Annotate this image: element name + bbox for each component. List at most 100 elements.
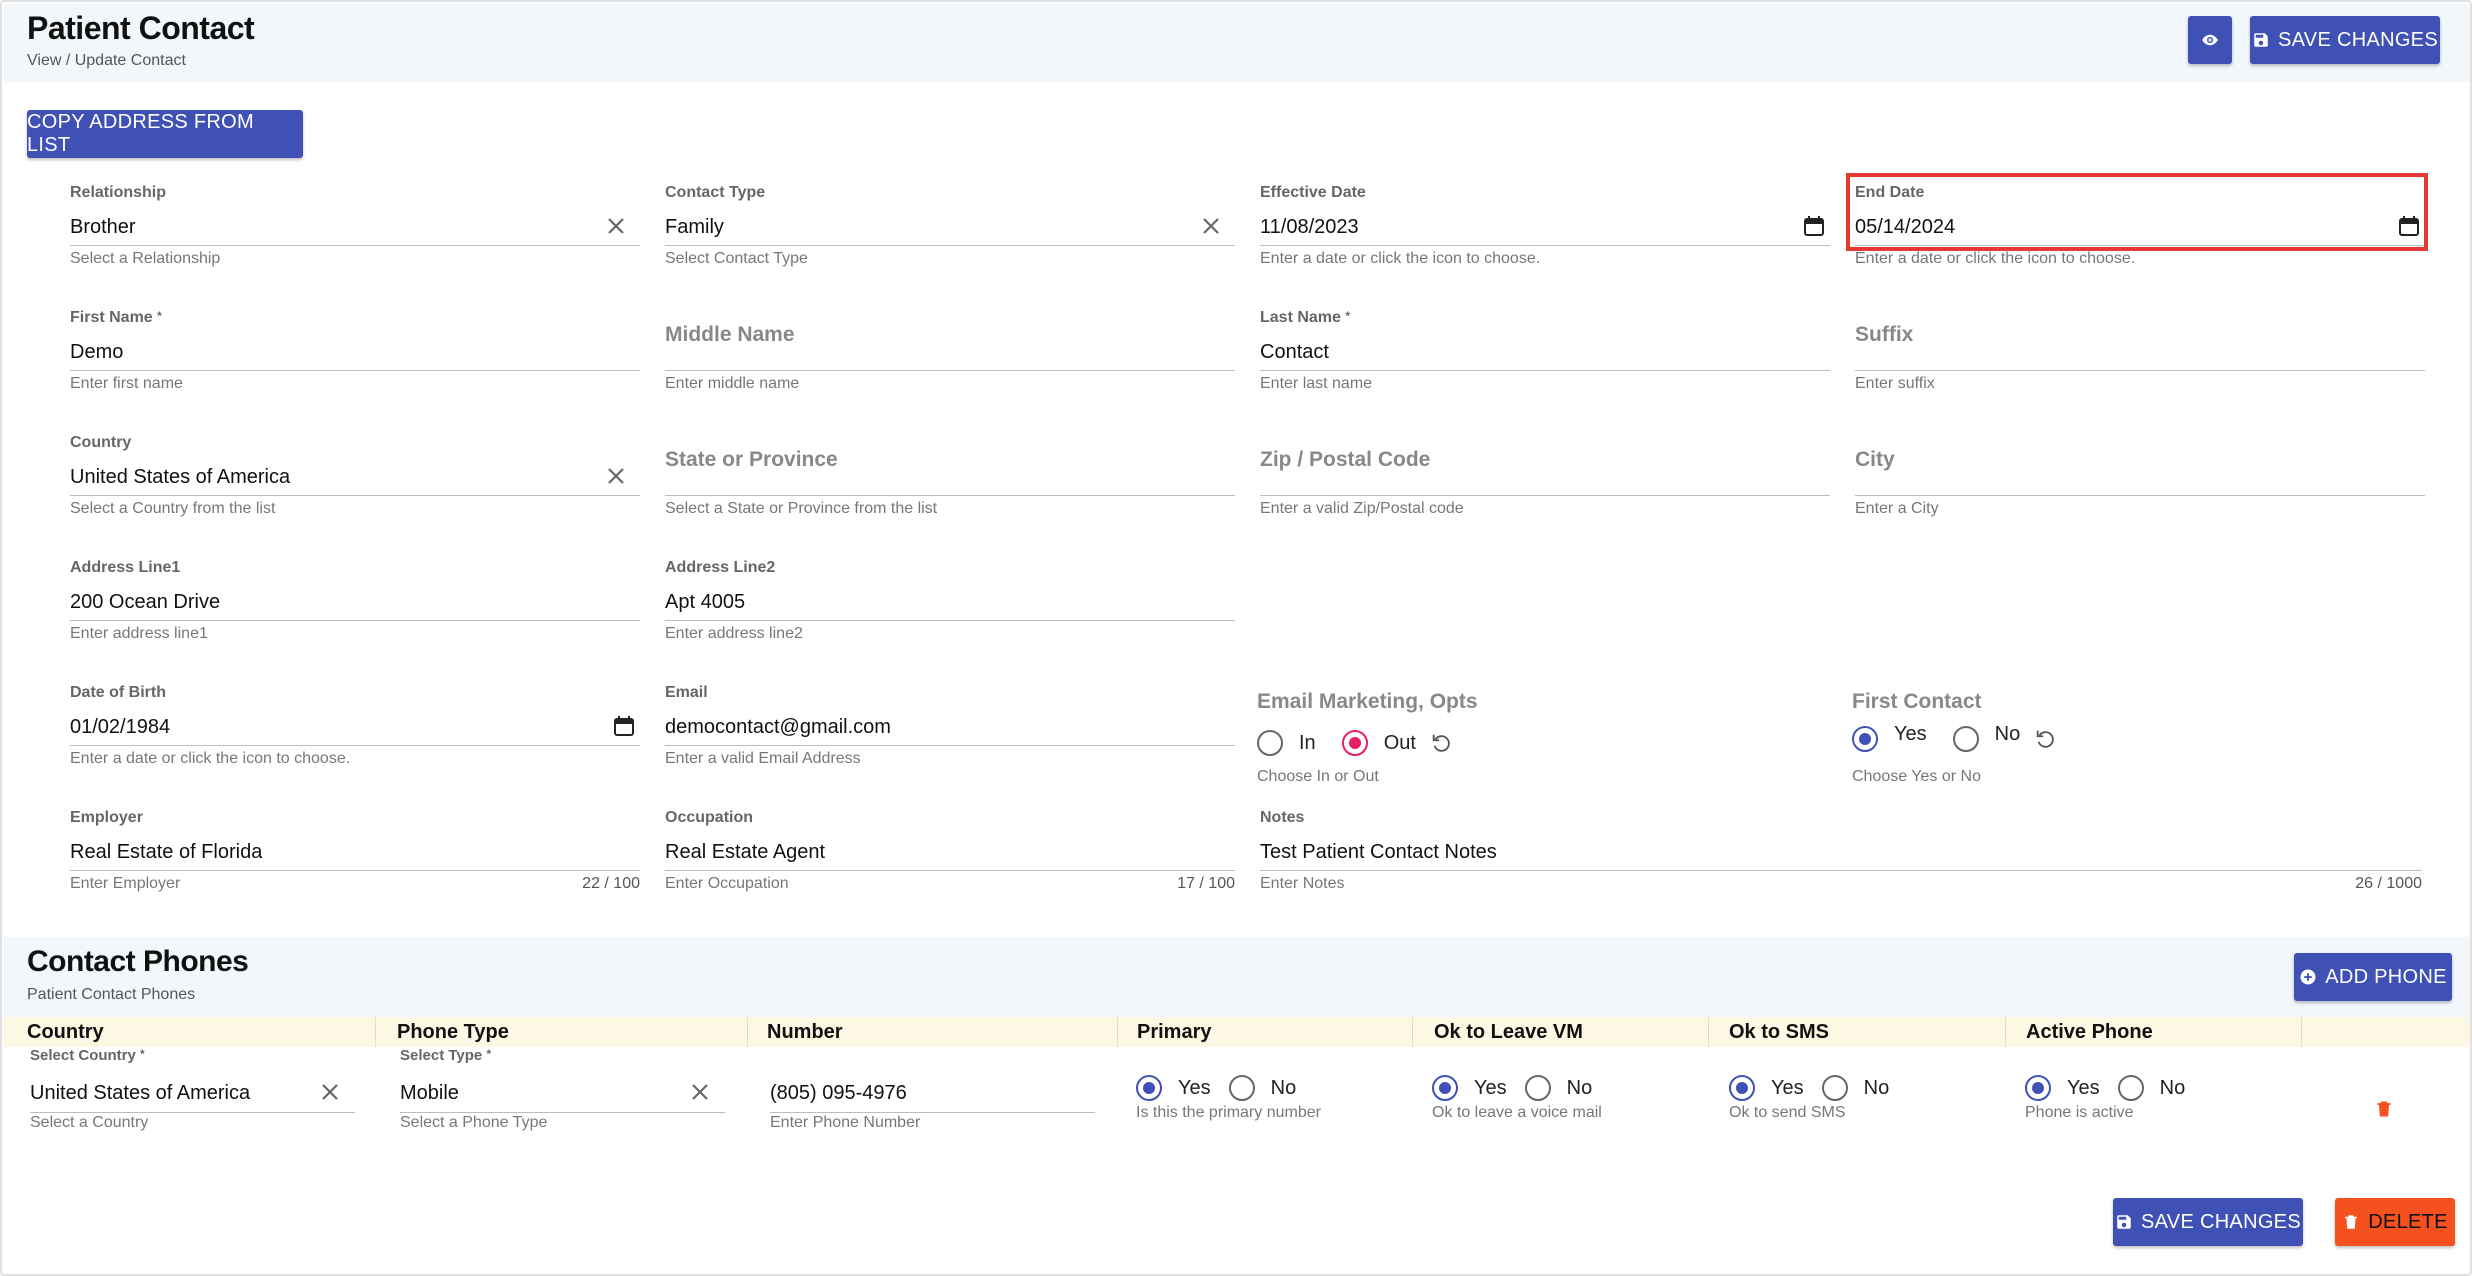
vm-no-radio[interactable]	[1524, 1075, 1551, 1101]
active-phone-options: Yes No	[2025, 1075, 2185, 1101]
primary-yes-radio[interactable]	[1136, 1075, 1162, 1101]
clear-icon[interactable]	[604, 214, 628, 238]
sms-no-radio[interactable]	[1821, 1075, 1848, 1101]
country-value[interactable]: United States of America	[70, 466, 291, 488]
email-field[interactable]: Email democontact@gmail.com Enter a vali…	[665, 684, 1235, 774]
first-name-field[interactable]: First Name * Demo Enter first name	[70, 309, 640, 399]
last-name-value[interactable]: Contact	[1260, 341, 1329, 363]
opt-in-label: In	[1299, 731, 1316, 754]
contact-type-field[interactable]: Contact Type Family Select Contact Type	[665, 184, 1235, 274]
phone-type-value[interactable]: Mobile	[400, 1082, 459, 1104]
zip-hint: Enter a valid Zip/Postal code	[1260, 500, 1464, 517]
column-divider	[2301, 1017, 2302, 1047]
reset-icon[interactable]	[2034, 728, 2056, 750]
effective-date-value[interactable]: 11/08/2023	[1260, 216, 1359, 238]
first-contact-hint: Choose Yes or No	[1852, 768, 1981, 785]
employer-value[interactable]: Real Estate of Florida	[70, 841, 263, 863]
primary-yes-label: Yes	[1178, 1076, 1211, 1099]
calendar-icon[interactable]	[2397, 214, 2421, 238]
field-underline	[1260, 870, 2422, 871]
suffix-field[interactable]: Suffix Enter suffix	[1855, 309, 2425, 399]
opt-out-radio[interactable]	[1341, 730, 1368, 756]
city-field[interactable]: City Enter a City	[1855, 434, 2425, 524]
address-line2-field[interactable]: Address Line2 Apt 4005 Enter address lin…	[665, 559, 1235, 649]
active-yes-radio[interactable]	[2025, 1075, 2051, 1101]
first-name-value[interactable]: Demo	[70, 341, 124, 363]
column-divider	[2005, 1017, 2006, 1047]
notes-char-count: 26 / 1000	[2355, 875, 2422, 892]
middle-name-field[interactable]: Middle Name Enter middle name	[665, 309, 1235, 399]
first-contact-group: First Contact Yes No Choose Yes or No	[1852, 684, 2422, 794]
clear-icon[interactable]	[604, 464, 628, 488]
column-divider	[375, 1017, 376, 1047]
address-line2-hint: Enter address line2	[665, 625, 803, 642]
contact-type-value[interactable]: Family	[665, 216, 724, 238]
employer-field[interactable]: Employer Real Estate of Florida Enter Em…	[70, 809, 640, 899]
calendar-icon[interactable]	[1802, 214, 1826, 238]
preview-button[interactable]	[2188, 16, 2232, 64]
first-name-hint: Enter first name	[70, 375, 183, 392]
suffix-hint: Enter suffix	[1855, 375, 1935, 392]
end-date-value[interactable]: 05/14/2024	[1855, 216, 1956, 238]
zip-field[interactable]: Zip / Postal Code Enter a valid Zip/Post…	[1260, 434, 1830, 524]
save-changes-bottom-button[interactable]: SAVE CHANGES	[2113, 1198, 2303, 1246]
country-label: Country	[70, 434, 132, 451]
notes-field[interactable]: Notes Test Patient Contact Notes Enter N…	[1260, 809, 2422, 899]
country-field[interactable]: Country United States of America Select …	[70, 434, 640, 524]
notes-value[interactable]: Test Patient Contact Notes	[1260, 841, 1497, 863]
field-underline	[1855, 370, 2425, 371]
copy-address-button[interactable]: COPY ADDRESS FROM LIST	[27, 110, 303, 158]
reset-icon[interactable]	[1430, 732, 1452, 754]
last-name-label: Last Name *	[1260, 309, 1351, 326]
effective-date-field[interactable]: Effective Date 11/08/2023 Enter a date o…	[1260, 184, 1830, 274]
primary-options: Yes No	[1136, 1075, 1296, 1101]
occupation-value[interactable]: Real Estate Agent	[665, 841, 826, 863]
clear-icon[interactable]	[318, 1080, 342, 1104]
email-marketing-options: In Out	[1257, 730, 1452, 756]
relationship-field[interactable]: Relationship Brother Select a Relationsh…	[70, 184, 640, 274]
field-underline	[1260, 370, 1830, 371]
address-line1-field[interactable]: Address Line1 200 Ocean Drive Enter addr…	[70, 559, 640, 649]
occupation-label: Occupation	[665, 809, 754, 826]
clear-icon[interactable]	[1199, 214, 1223, 238]
add-circle-icon	[2300, 969, 2316, 985]
clear-icon[interactable]	[688, 1080, 712, 1104]
trash-icon[interactable]	[2374, 1098, 2394, 1120]
relationship-label: Relationship	[70, 184, 167, 201]
date-of-birth-field[interactable]: Date of Birth 01/02/1984 Enter a date or…	[70, 684, 640, 774]
sms-yes-radio[interactable]	[1729, 1075, 1755, 1101]
occupation-field[interactable]: Occupation Real Estate Agent Enter Occup…	[665, 809, 1235, 899]
date-of-birth-value[interactable]: 01/02/1984	[70, 716, 171, 738]
opt-in-radio[interactable]	[1257, 730, 1283, 756]
field-underline	[70, 745, 640, 746]
field-underline	[1260, 495, 1830, 496]
first-contact-yes-radio[interactable]	[1852, 726, 1878, 752]
phone-country-value[interactable]: United States of America	[30, 1082, 251, 1104]
last-name-field[interactable]: Last Name * Contact Enter last name	[1260, 309, 1830, 399]
employer-label: Employer	[70, 809, 143, 826]
state-field[interactable]: State or Province Select a State or Prov…	[665, 434, 1235, 524]
col-number: Number	[767, 1021, 843, 1043]
first-name-label: First Name *	[70, 309, 162, 326]
add-phone-button[interactable]: ADD PHONE	[2294, 953, 2452, 1001]
delete-button[interactable]: DELETE	[2335, 1198, 2455, 1246]
active-no-label: No	[2159, 1076, 2186, 1099]
active-no-radio[interactable]	[2117, 1075, 2144, 1101]
address-line2-value[interactable]: Apt 4005	[665, 591, 746, 613]
sms-yes-label: Yes	[1771, 1076, 1804, 1099]
save-icon	[2117, 1215, 2131, 1229]
address-line1-value[interactable]: 200 Ocean Drive	[70, 591, 221, 613]
save-changes-top-button[interactable]: SAVE CHANGES	[2250, 16, 2440, 64]
calendar-icon[interactable]	[612, 714, 636, 738]
address-line2-label: Address Line2	[665, 559, 776, 576]
first-contact-no-radio[interactable]	[1952, 726, 1979, 752]
phone-number-value[interactable]: (805) 095-4976	[770, 1082, 907, 1104]
ok-to-leave-vm-options: Yes No	[1432, 1075, 1592, 1101]
email-value[interactable]: democontact@gmail.com	[665, 716, 891, 738]
end-date-field[interactable]: End Date 05/14/2024 Enter a date or clic…	[1855, 184, 2425, 274]
relationship-value[interactable]: Brother	[70, 216, 136, 238]
primary-no-radio[interactable]	[1228, 1075, 1255, 1101]
vm-yes-radio[interactable]	[1432, 1075, 1458, 1101]
city-hint: Enter a City	[1855, 500, 1939, 517]
phone-country-hint: Select a Country	[30, 1114, 149, 1131]
